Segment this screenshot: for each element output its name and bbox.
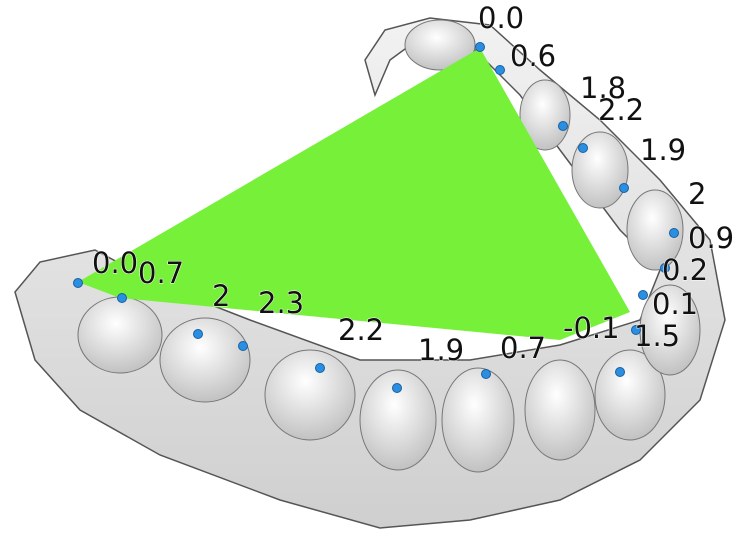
- measurement-label: 0.1: [652, 287, 698, 321]
- measurement-label: 2.2: [598, 93, 644, 127]
- measurement-label: 0.0: [478, 1, 524, 35]
- measurement-label: -0.1: [563, 311, 620, 345]
- measurement-label: 1.9: [418, 333, 464, 367]
- measurement-label: 1.9: [640, 133, 686, 167]
- measurement-label: 0.9: [688, 221, 734, 255]
- measurement-label: 0.0: [92, 246, 138, 280]
- measurement-label: 0.2: [662, 253, 708, 287]
- measurement-label: 0.7: [500, 331, 546, 365]
- measurement-label: 2.2: [338, 313, 384, 347]
- occlusal-plane: [78, 48, 630, 340]
- measurement-label: 0.7: [138, 256, 184, 290]
- measurement-labels: 0.00.61.82.21.920.90.20.11.5-0.10.71.92.…: [92, 1, 735, 368]
- measurement-label: 2: [688, 177, 706, 211]
- measurement-label: 2.3: [258, 286, 304, 320]
- measurement-label: 1.8: [580, 71, 626, 105]
- teeth: [77, 19, 701, 473]
- landmarks: [73, 42, 679, 393]
- measurement-label: 0.6: [510, 39, 556, 73]
- measurement-label: 2: [212, 279, 230, 313]
- measurement-label: 1.5: [634, 319, 680, 353]
